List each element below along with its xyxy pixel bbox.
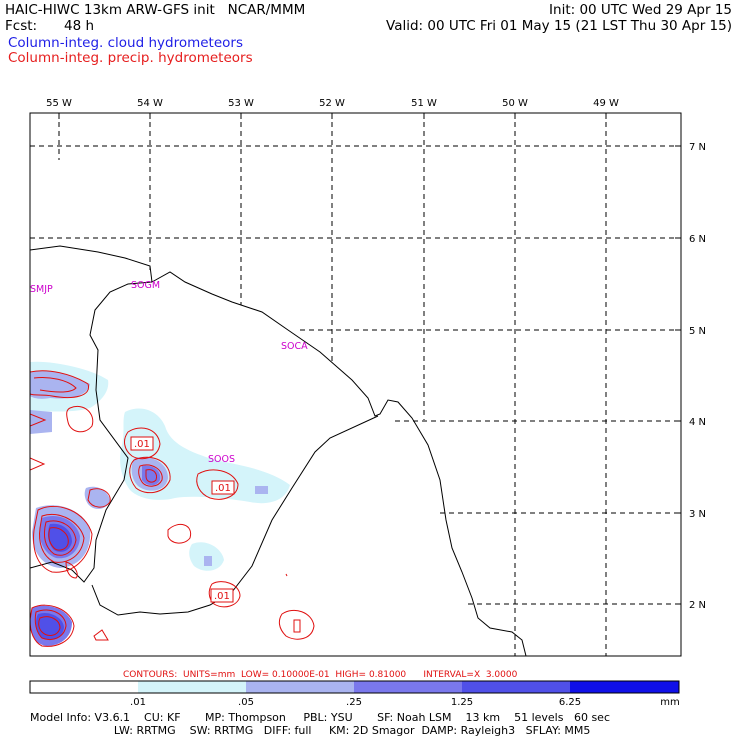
model-info-line2: LW: RRTMG SW: RRTMG DIFF: full KM: 2D Sm… (30, 724, 591, 737)
model-info-line1: Model Info: V3.6.1 CU: KF MP: Thompson P… (30, 711, 610, 724)
map-frame (29, 112, 682, 657)
cloud-shading (30, 361, 290, 646)
station-label: SOGM (131, 280, 160, 291)
lon-label: 50 W (502, 98, 528, 109)
lat-label: 7 N (689, 142, 706, 153)
station-label: SMJP (30, 284, 53, 295)
contour-dot (285, 573, 288, 577)
lon-label: 49 W (593, 98, 619, 109)
station-label: SOOS (208, 454, 235, 465)
map-title: HAIC-HIWC 13km ARW-GFS init NCAR/MMM (5, 2, 306, 18)
colorbar-tick: .25 (346, 697, 362, 708)
forecast-hour: 48 h (64, 18, 95, 34)
station-label: SOCA (281, 341, 308, 352)
lon-label: 54 W (137, 98, 163, 109)
lat-label: 2 N (689, 600, 706, 611)
axis-ticks (58, 113, 681, 605)
colorbar-tick: .01 (130, 697, 146, 708)
init-time: Init: 00 UTC Wed 29 Apr 15 (549, 2, 732, 18)
precip-contours (30, 370, 315, 647)
graticule (30, 113, 681, 656)
contour-value-label: .01 (214, 591, 230, 602)
forecast-label: Fcst: (5, 18, 38, 34)
colorbar (29, 680, 680, 694)
colorbar-unit: mm (660, 697, 679, 708)
lon-label: 51 W (411, 98, 437, 109)
lon-label: 55 W (46, 98, 72, 109)
contour-info: CONTOURS: UNITS=mm LOW= 0.10000E-01 HIGH… (123, 670, 518, 680)
field1-legend: Column-integ. cloud hydrometeors (8, 35, 244, 51)
colorbar-tick: 1.25 (451, 697, 473, 708)
colorbar-tick: 6.25 (559, 697, 581, 708)
contour-value-label: .01 (134, 439, 150, 450)
lat-label: 6 N (689, 234, 706, 245)
field2-legend: Column-integ. precip. hydrometeors (8, 50, 253, 66)
contour-value-label: .01 (215, 483, 231, 494)
colorbar-tick: .05 (238, 697, 254, 708)
lon-label: 53 W (228, 98, 254, 109)
coastline (30, 245, 527, 656)
lon-label: 52 W (319, 98, 345, 109)
lat-label: 5 N (689, 326, 706, 337)
valid-time: Valid: 00 UTC Fri 01 May 15 (21 LST Thu … (386, 18, 732, 34)
lat-label: 4 N (689, 417, 706, 428)
lat-label: 3 N (689, 509, 706, 520)
